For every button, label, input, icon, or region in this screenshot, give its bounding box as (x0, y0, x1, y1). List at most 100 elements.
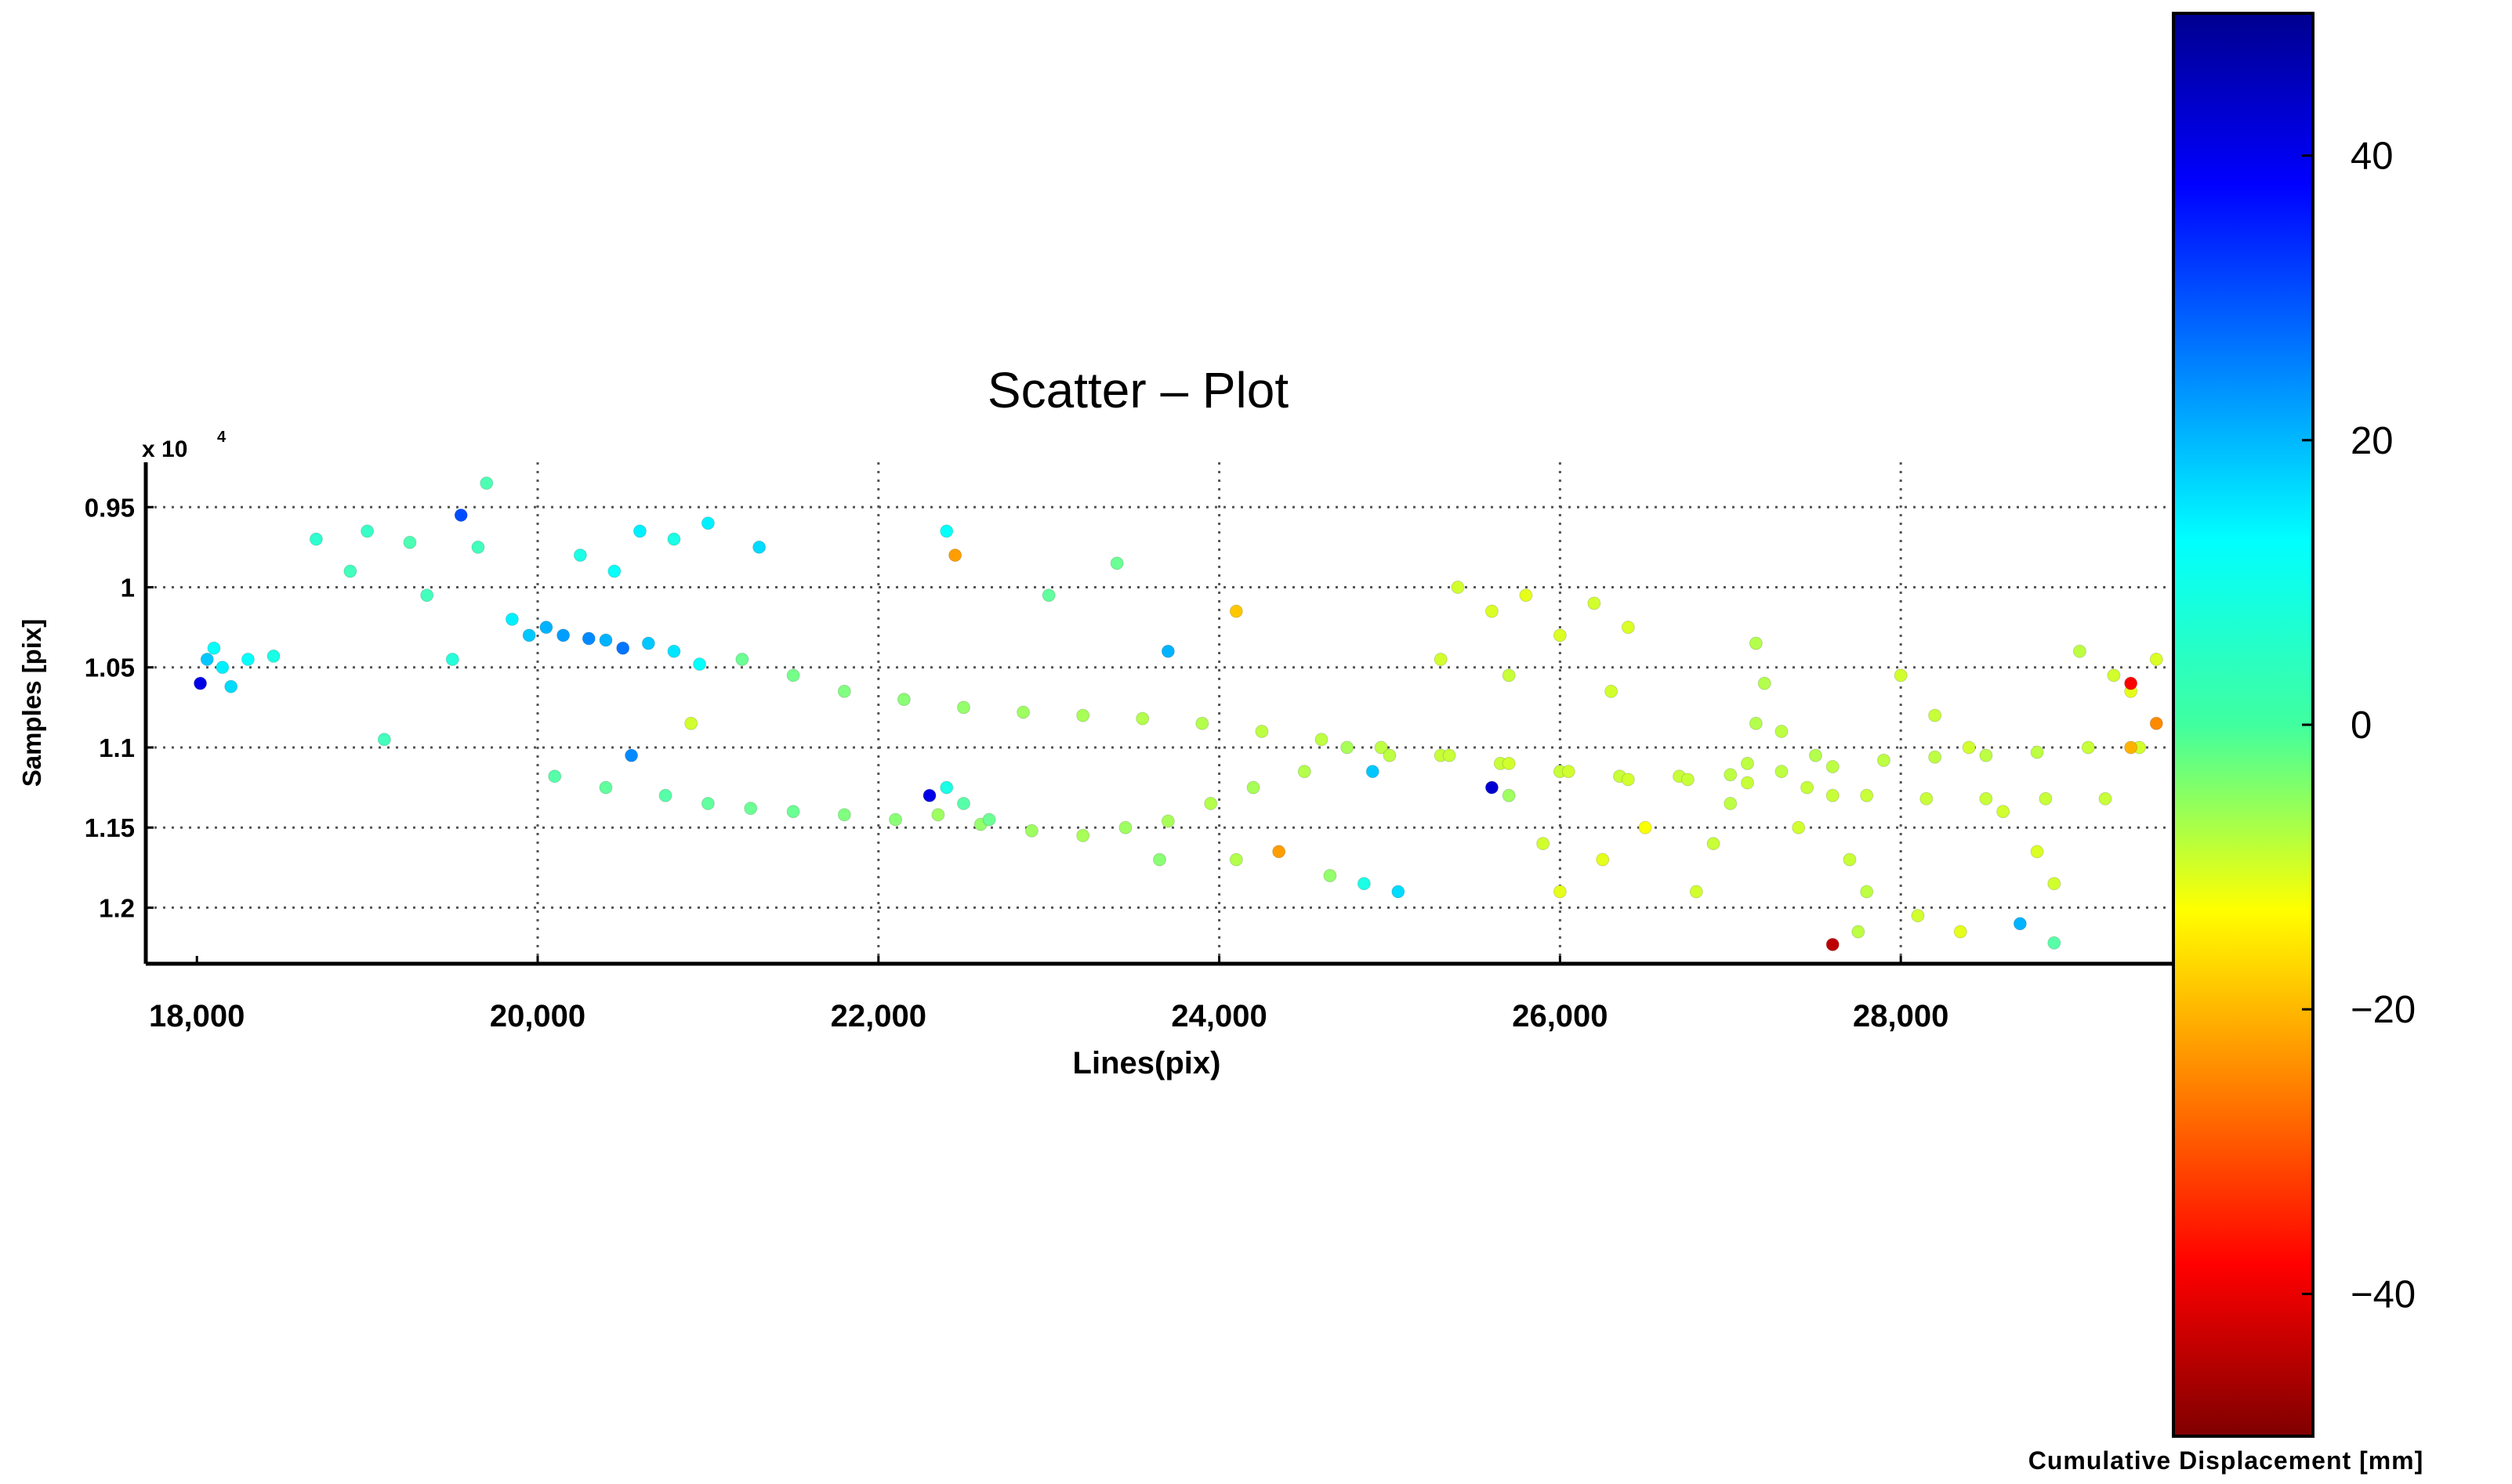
scatter-point (786, 668, 800, 682)
scatter-point (837, 808, 851, 822)
scatter-point (744, 802, 758, 816)
scatter-point (1374, 740, 1388, 755)
scatter-point (445, 653, 459, 667)
scatter-point (471, 540, 485, 554)
scatter-point (1587, 596, 1601, 610)
y-tick-label: 0.95 (85, 493, 135, 522)
scatter-point (948, 548, 962, 563)
scatter-point (1621, 621, 1635, 635)
scatter-point (633, 524, 647, 538)
scatter-point (1536, 837, 1550, 851)
plot-axes (143, 462, 2173, 966)
scatter-point (1928, 708, 1942, 722)
colorbar-tick-label: 20 (2351, 420, 2394, 462)
scatter-point (625, 748, 639, 762)
scatter-point (1741, 776, 1755, 790)
scatter-point (556, 628, 571, 642)
scatter-point (837, 684, 851, 698)
scatter-point (1024, 823, 1039, 838)
scatter-point (1297, 765, 1311, 779)
scatter-point (2149, 653, 2163, 667)
scatter-point (701, 516, 715, 530)
scatter-point (582, 632, 596, 646)
scatter-point (1153, 852, 1166, 867)
scatter-point (1680, 773, 1695, 787)
scatter-point (480, 476, 494, 490)
colorbar-tick-label: 40 (2351, 136, 2394, 178)
scatter-point (2013, 917, 2027, 931)
scatter-point (735, 653, 749, 667)
scatter-point (599, 780, 613, 794)
scatter-point (377, 733, 391, 747)
scatter-point (1017, 705, 1031, 719)
scatter-point (241, 653, 255, 667)
scatter-point (1979, 791, 1993, 805)
scatter-point (1204, 797, 1218, 811)
y-multiplier-text: x 10 (142, 436, 187, 462)
colorbar-tick-label: −40 (2351, 1273, 2416, 1316)
scatter-point (1451, 580, 1465, 594)
tick-labels: 18,000 20,000 22,000 24,000 26,000 28,000 0.95… (85, 493, 1949, 1033)
scatter-point (1442, 748, 1456, 762)
scatter-point (667, 644, 681, 658)
scatter-point (1383, 748, 1397, 762)
scatter-point (1808, 748, 1822, 762)
scatter-point (1860, 885, 1874, 899)
scatter-point (454, 508, 468, 522)
scatter-point (667, 532, 681, 546)
scatter-point (1076, 708, 1090, 722)
scatter-point (207, 641, 221, 655)
scatter-point (1110, 556, 1124, 570)
scatter-point (548, 769, 562, 784)
scatter-point (956, 700, 970, 715)
scatter-point (1553, 885, 1567, 899)
scatter-point (420, 588, 434, 603)
scatter-point (897, 693, 911, 707)
scatter-point (1118, 820, 1133, 834)
x-tick-label: 18,000 (149, 999, 245, 1033)
scatter-point (403, 535, 417, 549)
scatter-point (1229, 852, 1243, 867)
scatter-point (931, 808, 945, 822)
colorbar-tick-label: −20 (2351, 989, 2416, 1031)
scatter-point (1962, 740, 1976, 755)
scatter-point (1792, 820, 1806, 834)
scatter-point (1741, 756, 1755, 770)
scatter-point (1484, 604, 1499, 618)
scatter-point (2124, 676, 2138, 690)
scatter-point (1272, 845, 1286, 859)
scatter-point (1596, 852, 1610, 867)
x-tick-label: 28,000 (1853, 999, 1948, 1033)
scatter-point (1484, 780, 1499, 794)
x-tick-label: 22,000 (831, 999, 926, 1033)
scatter-point (1953, 925, 1967, 939)
scatter-point (1825, 937, 1840, 951)
y-tick-label: 1.1 (99, 733, 135, 762)
scatter-point (505, 612, 519, 626)
scatter-point (1724, 768, 1738, 782)
scatter-point (786, 805, 800, 819)
scatter-point (1825, 759, 1840, 773)
scatter-point (923, 788, 937, 802)
scatter-point (2124, 740, 2138, 755)
scatter-point (1604, 684, 1618, 698)
colorbar: 40 20 0 −20 −40 Cumulative Displacement [mm] (2028, 12, 2424, 1475)
scatter-point (2030, 845, 2044, 859)
scatter-point (701, 797, 715, 811)
scatter-point (1928, 750, 1942, 764)
scatter-point (539, 621, 553, 635)
colorbar-label: Cumulative Displacement [mm] (2028, 1446, 2424, 1475)
scatter-point (1757, 676, 1771, 690)
x-tick-label: 24,000 (1171, 999, 1267, 1033)
scatter-point (2039, 791, 2053, 805)
scatter-point (309, 532, 323, 546)
scatter-point (1843, 852, 1857, 867)
scatter-point (216, 661, 230, 675)
scatter-point (266, 649, 281, 663)
scatter-point (1621, 773, 1635, 787)
scatter-point (1357, 877, 1371, 891)
scatter-point (1255, 725, 1269, 739)
scatter-point (1365, 765, 1379, 779)
scatter-point (641, 636, 655, 650)
